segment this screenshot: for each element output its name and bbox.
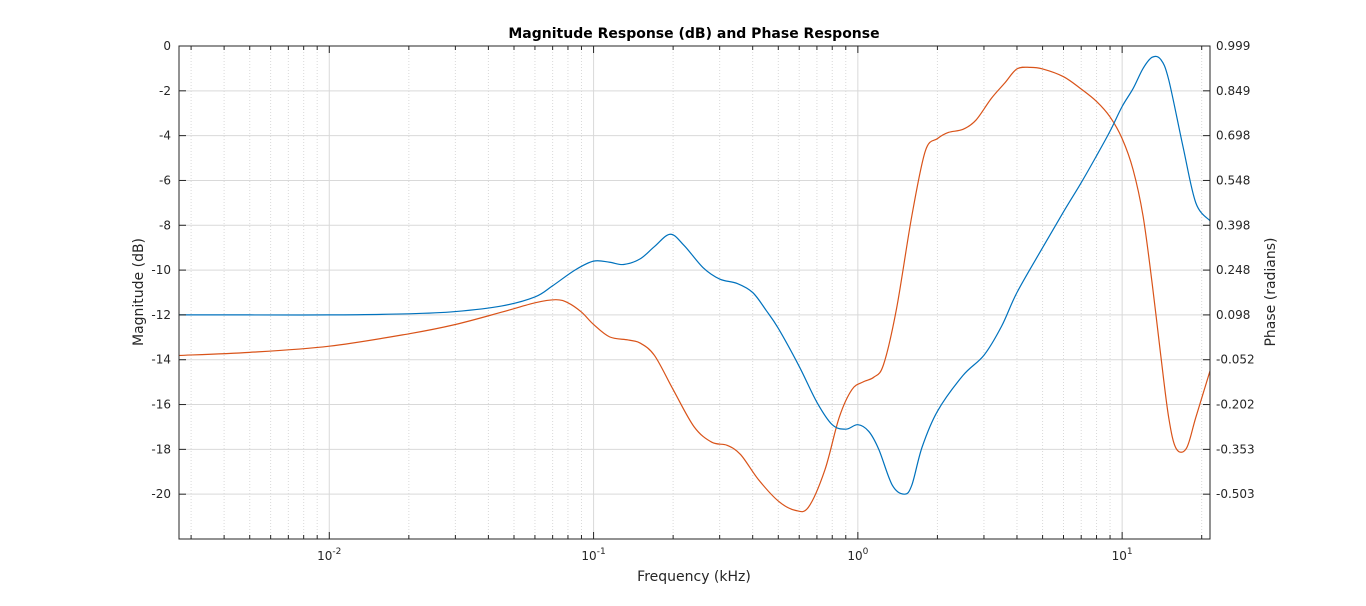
x-tick-label: 101 (1112, 547, 1133, 563)
y-tick-label-right: 0.698 (1216, 129, 1250, 143)
tick-labels: 10-2 10-1 100 101 0 0.999 -2 0.849 -4 0.698 -6 0.54… (151, 39, 1254, 563)
y-tick-label-left: -6 (159, 173, 171, 187)
x-tick-label: 100 (847, 547, 868, 563)
x-axis-label: Frequency (kHz) (637, 569, 751, 585)
y-tick-label-left: -8 (159, 218, 171, 232)
x-tick-label: 10-2 (317, 547, 341, 563)
axes-box (178, 45, 1211, 540)
y-axis-label-left: Magnitude (dB) (131, 238, 147, 346)
x-tick-label: 10-1 (581, 547, 605, 563)
phase-line (179, 66, 1210, 513)
y-tick-label-left: -20 (151, 487, 171, 501)
y-tick-label-left: 0 (163, 39, 171, 53)
y-axis-label-right: Phase (radians) (1263, 237, 1279, 346)
chart-title: Magnitude Response (dB) and Phase Respon… (508, 26, 879, 42)
grid (179, 45, 1210, 539)
axes-frame (178, 45, 1211, 540)
plot-lines (179, 55, 1210, 513)
y-tick-label-right: 0.548 (1216, 173, 1250, 187)
y-tick-label-right: -0.202 (1216, 398, 1255, 412)
y-tick-label-right: -0.353 (1216, 442, 1255, 456)
y-tick-label-right: 0.248 (1216, 263, 1250, 277)
y-tick-label-left: -2 (159, 84, 171, 98)
y-tick-label-left: -16 (151, 398, 171, 412)
y-tick-label-right: 0.398 (1216, 218, 1250, 232)
y-tick-label-left: -4 (159, 129, 171, 143)
y-tick-label-left: -10 (151, 263, 171, 277)
magnitude-line (179, 55, 1210, 495)
y-tick-label-right: -0.052 (1216, 353, 1255, 367)
y-tick-label-right: 0.098 (1216, 308, 1250, 322)
y-tick-label-right: 0.999 (1216, 39, 1250, 53)
y-tick-label-left: -12 (151, 308, 171, 322)
y-tick-label-right: 0.849 (1216, 84, 1250, 98)
y-tick-label-left: -14 (151, 353, 171, 367)
y-tick-label-left: -18 (151, 442, 171, 456)
y-tick-label-right: -0.503 (1216, 487, 1255, 501)
